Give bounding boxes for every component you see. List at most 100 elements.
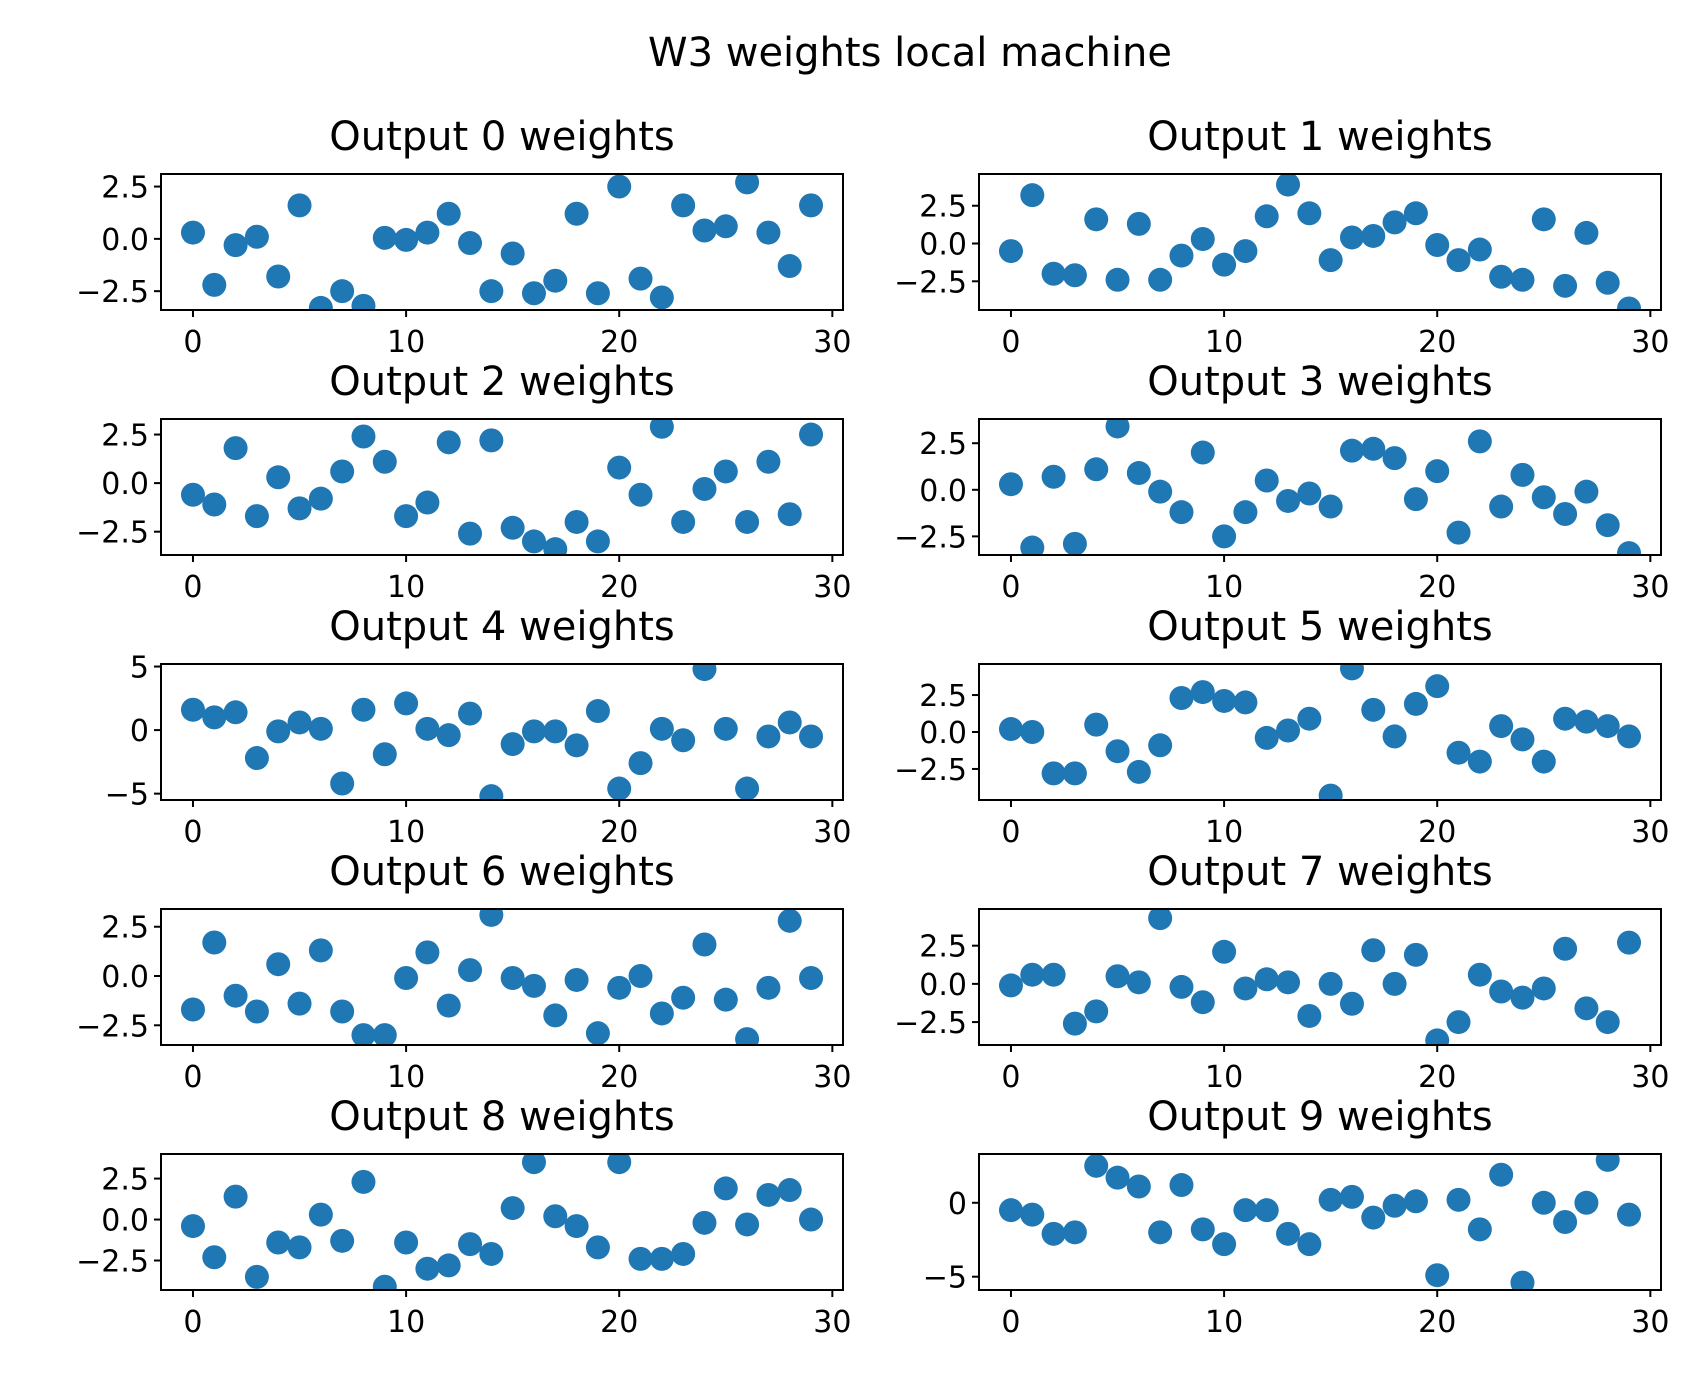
data-point [1531,207,1556,232]
axes-frame [160,418,844,556]
data-point [1510,462,1535,487]
subplot-title: Output 6 weights [329,849,675,895]
data-point [1510,1270,1535,1290]
data-point [500,965,525,990]
x-tick-label: 0 [183,325,202,360]
subplot-title: Output 9 weights [1147,1094,1493,1140]
data-point [998,239,1023,264]
data-point [1510,267,1535,292]
data-point [713,459,738,484]
y-tick-label: 2.5 [919,427,967,462]
data-point [1062,1220,1087,1245]
data-point [671,1241,696,1266]
data-point [1446,248,1471,273]
data-point [223,1184,248,1209]
subplot-6: Output 6 weights 0 10 20 30 −2.5 0.0 2.5 [76,849,851,1095]
data-point [1276,718,1301,743]
data-point [1403,487,1428,512]
data-point [1126,461,1151,486]
data-point [607,975,632,1000]
data-points [180,174,824,310]
data-point [1041,761,1066,786]
data-point [351,424,376,449]
data-point [223,983,248,1008]
data-point [308,295,333,310]
data-point [1617,724,1642,749]
data-point [458,701,483,726]
data-point [479,279,504,304]
data-point [1212,524,1237,549]
data-point [1553,1210,1578,1234]
data-point [607,1154,632,1175]
data-point [1041,261,1066,286]
data-point [394,504,419,529]
x-tick-label: 0 [1001,815,1020,850]
data-point [415,220,440,245]
x-tick-label: 10 [1205,570,1243,605]
data-point [415,716,440,741]
data-point [756,975,781,1000]
data-point [500,1196,525,1221]
data-point [1020,535,1045,555]
data-point [1169,686,1194,710]
data-point [180,482,205,507]
data-point [1553,706,1578,731]
data-point [1126,759,1151,784]
data-point [1595,714,1620,739]
subplot-grid: Output 0 weights 0 10 20 30 −2.5 0.0 2.5 Output … [76,114,1669,1340]
data-point [415,490,440,515]
y-tick-label: −2.5 [894,265,967,300]
x-tick-label: 10 [387,1305,425,1340]
data-point [1446,1010,1471,1035]
data-point [1318,783,1343,800]
data-point [756,220,781,245]
data-point [1510,985,1535,1010]
data-point [1084,999,1109,1024]
data-point [436,430,461,455]
data-point [1062,761,1087,786]
x-tick-label: 20 [1418,1305,1456,1340]
subplot-title: Output 2 weights [329,359,675,405]
x-tick-label: 20 [1418,815,1456,850]
data-point [308,938,333,963]
y-tick-label: −2.5 [76,516,149,551]
data-points [998,174,1642,310]
data-point [458,521,483,546]
data-point [1553,502,1578,527]
data-point [649,1246,674,1271]
data-point [649,716,674,741]
y-tick-label: −2.5 [76,275,149,310]
data-point [244,999,269,1024]
x-tick-label: 20 [1418,1060,1456,1095]
figure-suptitle: W3 weights local machine [648,30,1172,76]
data-point [1361,436,1386,461]
y-tick-label: 0.0 [101,960,149,995]
data-point [543,1204,568,1229]
data-point [1105,267,1130,292]
x-tick-label: 30 [1631,325,1669,360]
data-point [998,973,1023,998]
x-tick-label: 20 [600,1060,638,1095]
x-tick-label: 30 [813,570,851,605]
data-point [1148,267,1173,292]
data-point [756,724,781,749]
data-point [713,1176,738,1201]
data-point [1084,1154,1109,1178]
y-tick-label: 2.5 [919,930,967,965]
data-point [735,1027,760,1045]
subplot-title: Output 0 weights [329,114,675,160]
data-points [998,1154,1642,1290]
data-point [394,965,419,990]
data-point [1084,207,1109,232]
data-point [1467,749,1492,774]
x-tick-label: 0 [1001,570,1020,605]
axes-frame [160,1153,844,1291]
data-point [1233,690,1258,715]
data-point [1105,739,1130,764]
x-tick-label: 0 [183,570,202,605]
data-point [308,486,333,511]
data-point [1020,720,1045,744]
data-point [564,733,589,758]
x-tick-label: 10 [387,815,425,850]
data-point [1382,210,1407,235]
